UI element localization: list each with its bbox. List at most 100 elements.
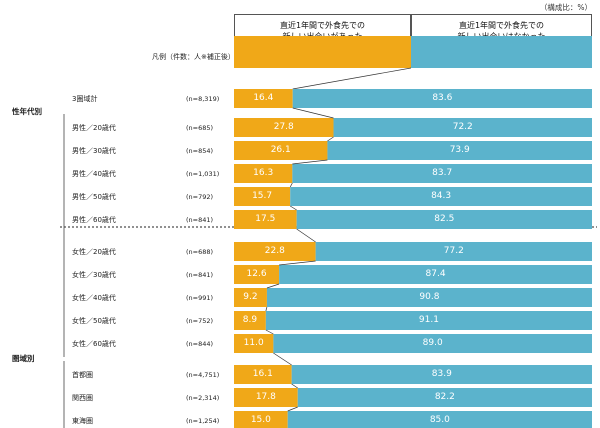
n-label-6: (n=688)	[186, 248, 214, 256]
value-had-9: 8.9	[242, 315, 258, 325]
bar-had-8	[234, 288, 267, 307]
n-label-9: (n=752)	[186, 317, 214, 325]
category-label-10: 女性／60歳代	[72, 340, 116, 348]
value-not-0: 83.6	[432, 93, 453, 103]
bar-not-4	[290, 187, 592, 206]
bar-not-10	[273, 334, 592, 353]
bar-had-4	[234, 187, 291, 206]
value-not-6: 77.2	[443, 246, 464, 256]
n-label-5: (n=841)	[186, 216, 214, 224]
legend-had-swatch	[234, 36, 411, 68]
connector-12	[291, 383, 298, 389]
value-not-5: 82.5	[434, 214, 455, 224]
bar-not-0	[292, 89, 592, 108]
bar-had-13	[234, 411, 288, 428]
connector-3	[292, 159, 328, 165]
group-label-1: 圏域別	[12, 354, 35, 363]
connector-2	[327, 136, 334, 142]
n-label-12: (n=2,314)	[186, 394, 220, 402]
bar-not-9	[265, 311, 592, 330]
connector-1	[292, 107, 334, 119]
n-label-4: (n=792)	[186, 193, 214, 201]
category-label-6: 女性／20歳代	[72, 248, 116, 256]
value-not-7: 87.4	[425, 269, 446, 279]
value-had-6: 22.8	[264, 246, 285, 256]
value-had-10: 11.0	[243, 338, 264, 348]
connector-13	[287, 406, 298, 412]
legend-had-line1: 直近1年間で外食先での	[279, 21, 366, 30]
bar-had-9	[234, 311, 266, 330]
value-had-11: 16.1	[252, 369, 273, 379]
bar-had-1	[234, 118, 334, 137]
bar-not-11	[291, 365, 592, 384]
connector-7	[279, 260, 316, 266]
bar-had-2	[234, 141, 328, 160]
bar-had-6	[234, 242, 316, 261]
n-label-1: (n=685)	[186, 124, 214, 132]
legend-label: 凡例（件数：人※補正後）	[152, 53, 235, 61]
category-label-0: 3圏域計	[72, 95, 98, 103]
connector-6	[296, 228, 316, 243]
value-not-11: 83.9	[431, 369, 452, 379]
value-had-2: 26.1	[270, 145, 291, 155]
value-not-9: 91.1	[418, 315, 439, 325]
value-not-1: 72.2	[452, 122, 473, 132]
value-not-12: 82.2	[434, 392, 455, 402]
value-had-13: 15.0	[250, 415, 271, 425]
value-had-4: 15.7	[252, 191, 273, 201]
category-label-9: 女性／50歳代	[72, 317, 116, 325]
bar-not-13	[287, 411, 592, 428]
connector-9	[265, 306, 268, 312]
n-label-13: (n=1,254)	[186, 417, 220, 425]
n-label-10: (n=844)	[186, 340, 214, 348]
n-label-8: (n=991)	[186, 294, 214, 302]
value-had-7: 12.6	[246, 269, 267, 279]
bar-had-10	[234, 334, 274, 353]
value-not-4: 84.3	[431, 191, 452, 201]
connector-5	[290, 205, 297, 211]
bar-not-12	[297, 388, 592, 407]
value-had-0: 16.4	[253, 93, 274, 103]
bar-had-0	[234, 89, 293, 108]
category-label-5: 男性／60歳代	[72, 216, 116, 224]
n-label-3: (n=1,031)	[186, 170, 220, 178]
bar-not-1	[333, 118, 592, 137]
n-label-7: (n=841)	[186, 271, 214, 279]
value-not-2: 73.9	[449, 145, 470, 155]
value-not-13: 85.0	[429, 415, 450, 425]
category-label-13: 東海圏	[72, 417, 93, 425]
connector-8	[266, 283, 280, 289]
category-label-8: 女性／40歳代	[72, 294, 116, 302]
value-had-5: 17.5	[255, 214, 276, 224]
value-had-8: 9.2	[243, 292, 258, 302]
value-had-1: 27.8	[273, 122, 294, 132]
bar-had-7	[234, 265, 280, 284]
category-label-7: 女性／30歳代	[72, 271, 116, 279]
unit-label: （構成比：%）	[539, 3, 592, 12]
connector-11	[273, 352, 292, 366]
group-label-0: 性年代別	[12, 107, 42, 116]
category-label-3: 男性／40歳代	[72, 170, 116, 178]
legend-not-swatch	[411, 36, 592, 68]
category-label-4: 男性／50歳代	[72, 193, 116, 201]
connector-10	[265, 329, 274, 335]
n-label-2: (n=854)	[186, 147, 214, 155]
legend-not-line1: 直近1年間で外食先での	[458, 21, 545, 30]
bar-not-6	[315, 242, 592, 261]
bar-not-3	[292, 164, 592, 183]
category-label-12: 関西圏	[72, 394, 93, 402]
value-not-8: 90.8	[419, 292, 440, 302]
bar-not-7	[279, 265, 592, 284]
value-not-3: 83.7	[432, 168, 453, 178]
bar-not-8	[266, 288, 592, 307]
connector-4	[289, 182, 293, 188]
legend-connector	[292, 67, 412, 90]
value-had-3: 16.3	[253, 168, 274, 178]
category-label-11: 首都圏	[72, 371, 93, 379]
bar-had-5	[234, 210, 297, 229]
bar-had-12	[234, 388, 298, 407]
value-had-12: 17.8	[255, 392, 276, 402]
bar-had-11	[234, 365, 292, 384]
